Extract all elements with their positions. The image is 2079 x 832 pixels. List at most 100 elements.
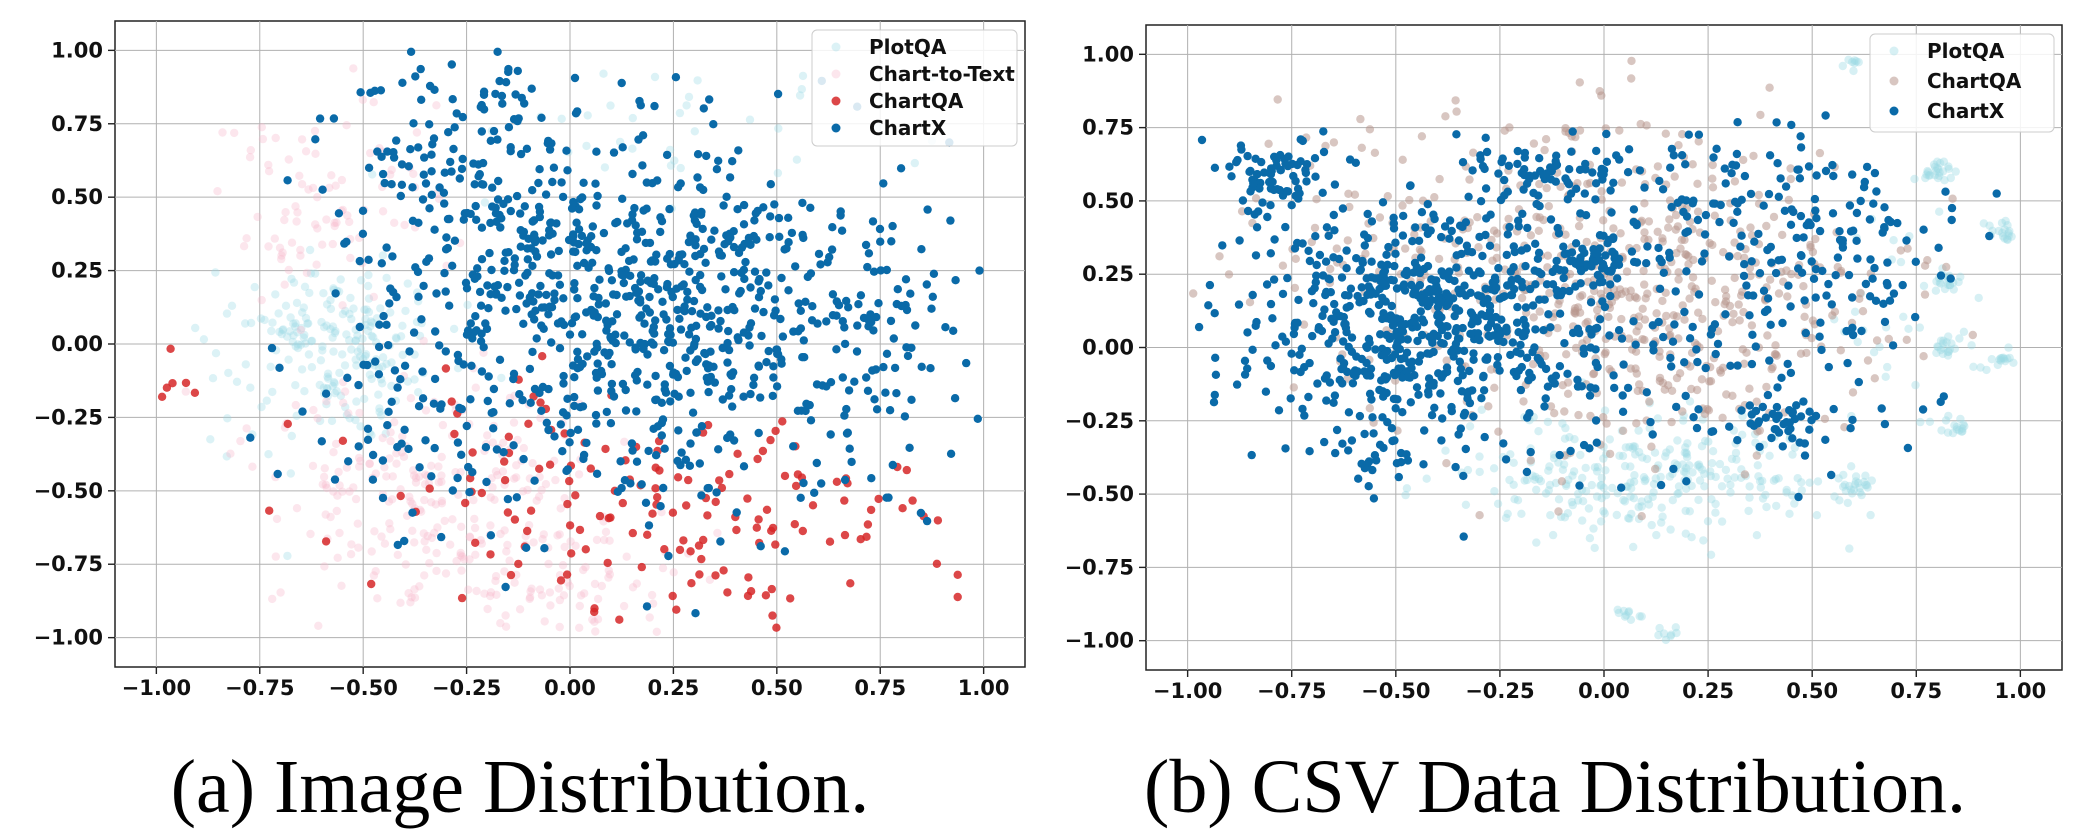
scatter-point [799,233,808,243]
scatter-point [1574,410,1583,420]
scatter-point [1717,482,1727,491]
scatter-point [408,499,417,509]
scatter-point [688,408,698,417]
scatter-point [1930,170,1940,180]
scatter-point [491,89,500,99]
scatter-point [1684,252,1693,261]
scatter-point [425,484,434,493]
scatter-point [1591,358,1601,368]
scatter-point [1478,251,1487,261]
scatter-point [724,237,733,246]
scatter-point [1278,261,1288,270]
scatter-point [1543,251,1553,260]
scatter-point [1606,291,1615,301]
scatter-point [284,265,293,275]
scatter-point [1903,443,1913,453]
scatter-point [651,395,660,405]
scatter-point [291,400,300,410]
scatter-point [1637,612,1646,621]
scatter-point [1632,258,1642,267]
scatter-point [366,317,376,326]
scatter-point [1689,196,1698,205]
scatter-point [1243,151,1252,161]
scatter-point [709,120,718,129]
scatter-point [289,331,298,340]
scatter-point [719,201,728,210]
scatter-point [304,319,313,328]
scatter-point [1362,274,1371,283]
scatter-point [465,533,475,542]
scatter-point [1640,476,1650,486]
scatter-point [1281,444,1290,453]
scatter-point [277,251,286,260]
scatter-point [973,414,982,423]
scatter-point [612,290,621,300]
scatter-point [380,178,389,188]
scatter-point [181,387,190,396]
scatter-point [2004,231,2013,240]
scatter-point [1685,294,1694,303]
scatter-point [332,506,341,516]
scatter-point [1809,274,1819,283]
scatter-point [1544,466,1553,475]
scatter-point [741,257,750,267]
scatter-point [441,347,450,356]
scatter-point [329,114,339,123]
scatter-point [311,220,320,229]
ticks-b: −1.00 −0.75 −0.50 −0.25 0.00 0.25 0.50 0.75 1.00… [1065,42,2047,703]
y-tick-label: −1.00 [1065,629,1134,653]
scatter-point [1417,132,1427,141]
scatter-point [1642,259,1651,268]
scatter-point [500,476,510,485]
scatter-point [1701,210,1711,220]
scatter-point [330,218,339,228]
scatter-point [1274,406,1284,415]
scatter-point [1939,157,1949,166]
scatter-point [1800,439,1810,448]
scatter-point [1821,435,1830,444]
scatter-point [686,547,695,556]
scatter-point [364,294,374,303]
scatter-point [379,311,388,321]
scatter-point [1320,437,1329,447]
scatter-point [1631,450,1640,459]
scatter-point [695,282,705,292]
scatter-point [568,361,578,370]
scatter-point [427,533,436,543]
scatter-point [425,204,434,213]
scatter-point [1379,392,1388,401]
scatter-point [1729,218,1738,228]
scatter-point [1627,74,1636,83]
scatter-point [488,183,497,192]
scatter-point [1447,407,1457,416]
scatter-point [637,311,646,320]
scatter-point [675,314,684,323]
scatter-point [1453,376,1463,386]
scatter-point [343,373,352,382]
scatter-point [1681,228,1690,237]
scatter-point [323,369,333,378]
scatter-point [863,262,872,272]
scatter-point [597,581,606,591]
scatter-point [771,540,780,549]
scatter-point [1336,354,1345,363]
scatter-point [406,497,415,506]
scatter-point [1395,344,1405,354]
scatter-point [355,408,364,418]
scatter-point [751,209,760,218]
scatter-point [1742,281,1751,290]
scatter-point [604,573,613,582]
scatter-point [922,280,931,289]
scatter-point [556,504,565,513]
scatter-point [1573,375,1582,384]
scatter-point [717,272,726,281]
scatter-point [1856,288,1865,298]
scatter-point [1846,424,1855,433]
scatter-point [358,334,367,343]
scatter-point [498,99,507,108]
scatter-point [1794,264,1803,273]
scatter-point [1920,290,1930,299]
scatter-point [1610,383,1619,393]
scatter-point [1448,294,1458,303]
scatter-point [1682,477,1691,486]
